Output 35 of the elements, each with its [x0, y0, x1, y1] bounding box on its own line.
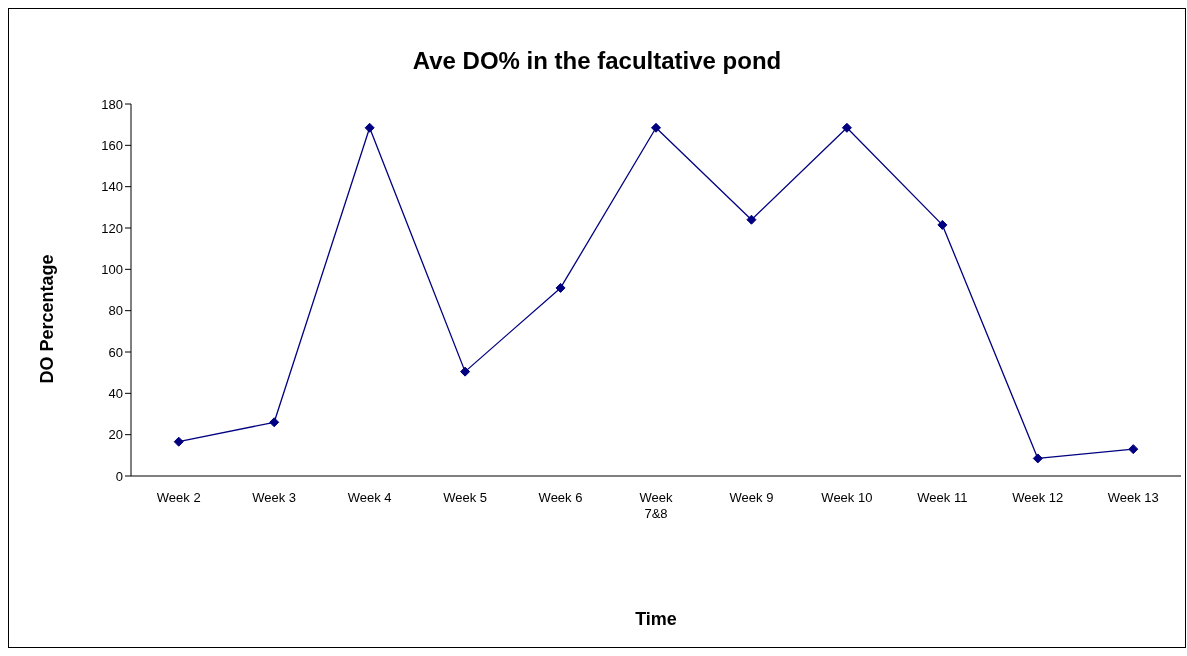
- x-tick-label: Week 7&8: [639, 490, 673, 521]
- point: [269, 417, 280, 428]
- y-tick-label: 100: [101, 261, 123, 277]
- y-tick-label: 20: [108, 427, 123, 443]
- point: [460, 366, 471, 377]
- point: [555, 282, 566, 293]
- y-tick-label: 80: [108, 303, 123, 319]
- x-tick-label: Week 9: [729, 490, 774, 505]
- y-tick-label: 0: [115, 468, 123, 484]
- chart-title: Ave DO% in the facultative pond: [411, 47, 783, 75]
- x-tick-label: Week 3: [252, 490, 297, 505]
- point: [841, 122, 852, 133]
- y-tick-label: 180: [101, 96, 123, 112]
- y-axis-title: DO Percentage: [36, 254, 58, 384]
- x-axis-title: Time: [634, 609, 678, 630]
- point: [746, 214, 757, 225]
- x-tick-label: Week 13: [1107, 490, 1159, 505]
- y-tick-label: 40: [108, 385, 123, 401]
- x-tick-label: Week 5: [443, 490, 488, 505]
- point: [937, 219, 948, 230]
- x-tick-label: Week 10: [821, 490, 873, 505]
- y-tick-label: 120: [101, 220, 123, 236]
- point: [364, 122, 375, 133]
- y-tick-label: 160: [101, 137, 123, 153]
- y-tick-label: 60: [108, 344, 123, 360]
- x-tick-label: Week 2: [156, 490, 201, 505]
- x-tick-label: Week 4: [347, 490, 392, 505]
- y-tick-label: 140: [101, 179, 123, 195]
- x-tick-label: Week 11: [917, 490, 968, 505]
- x-tick-label: Week 6: [538, 490, 583, 505]
- point: [1128, 444, 1139, 455]
- point: [173, 436, 184, 447]
- point: [1032, 453, 1043, 464]
- x-tick-label: Week 12: [1012, 490, 1064, 505]
- point: [651, 122, 661, 133]
